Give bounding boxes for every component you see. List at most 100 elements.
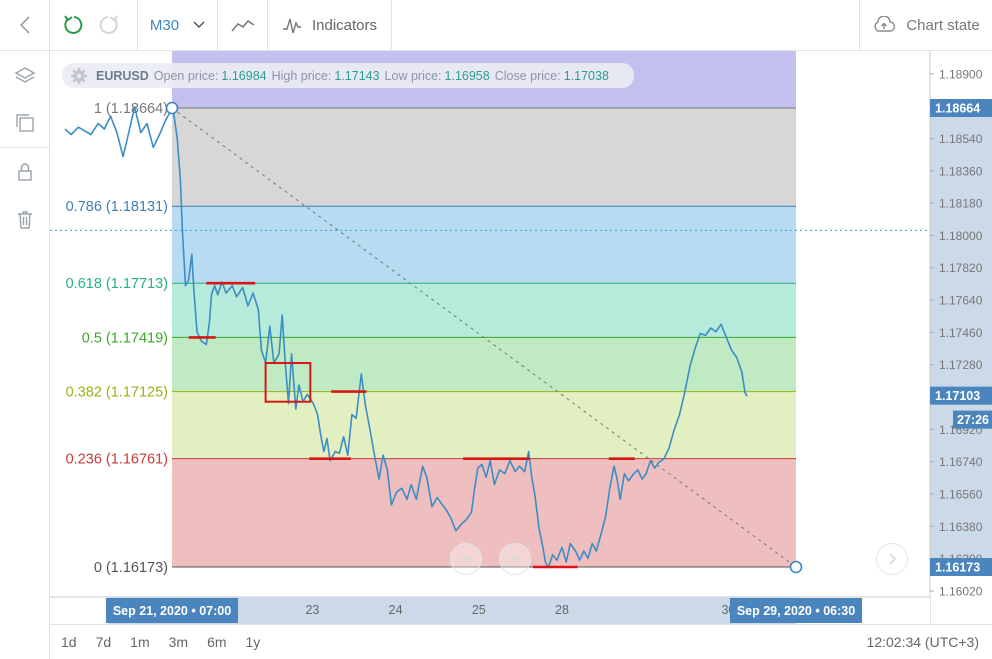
layers-button[interactable] bbox=[0, 51, 50, 99]
fib-level-label: 0 (1.16173) bbox=[94, 560, 168, 576]
left-sidebar bbox=[0, 51, 50, 659]
fib-zone bbox=[172, 337, 796, 392]
price-series-line bbox=[64, 106, 748, 569]
axis-badge-fib-high: 1.18664 bbox=[935, 102, 980, 116]
redo-icon[interactable] bbox=[98, 14, 120, 36]
refresh-icon[interactable] bbox=[62, 14, 84, 36]
period-1d[interactable]: 1d bbox=[61, 634, 77, 650]
back-button[interactable] bbox=[0, 0, 50, 50]
zoom-out-button[interactable] bbox=[450, 543, 482, 575]
price-axis-label: 1.18540 bbox=[939, 132, 983, 146]
legend-open-label: Open price: bbox=[153, 68, 219, 83]
top-toolbar: M30 Indicators Chart state bbox=[0, 0, 992, 51]
fib-level-label: 0.5 (1.17419) bbox=[82, 330, 168, 346]
legend-high-label: High price: bbox=[271, 68, 332, 83]
axis-badge-fib-high-bg bbox=[930, 99, 992, 117]
sidebar-divider bbox=[0, 147, 50, 148]
plus-icon bbox=[510, 554, 520, 564]
fib-zone bbox=[172, 458, 796, 567]
period-6m[interactable]: 6m bbox=[207, 634, 227, 650]
time-axis-label: 24 bbox=[389, 603, 403, 617]
time-badge-start-bg bbox=[106, 598, 238, 623]
axis-badge-last-price: 1.17103 bbox=[935, 389, 980, 403]
price-axis-label: 1.18000 bbox=[939, 229, 983, 243]
period-bar: 1d 7d 1m 3m 6m 1y 12:02:34 (UTC+3) bbox=[50, 624, 992, 659]
fib-level-label: 0.382 (1.17125) bbox=[66, 385, 168, 401]
red-box-marker bbox=[264, 362, 312, 403]
price-axis-label: 1.17460 bbox=[939, 326, 983, 340]
zoom-in-button[interactable] bbox=[499, 543, 531, 575]
indicators-button[interactable]: Indicators bbox=[268, 0, 392, 50]
fib-level-label: 1 (1.18664) bbox=[94, 101, 168, 117]
legend-open-value: 1.16984 bbox=[221, 68, 267, 83]
timeframe-label: M30 bbox=[149, 16, 180, 34]
axis-badge-last-price-bg bbox=[930, 386, 992, 405]
countdown-badge: 27:26 bbox=[957, 413, 989, 427]
copy-icon bbox=[16, 114, 34, 132]
trend-line bbox=[171, 107, 797, 568]
indicators-icon bbox=[282, 18, 301, 34]
layers-icon bbox=[14, 67, 36, 83]
period-1y[interactable]: 1y bbox=[245, 634, 261, 650]
cloud-upload-icon bbox=[874, 16, 896, 32]
lock-button[interactable] bbox=[0, 148, 50, 196]
time-axis-label: 23 bbox=[305, 603, 319, 617]
clock-readout: 12:02:34 (UTC+3) bbox=[866, 634, 979, 650]
price-axis-label: 1.16020 bbox=[939, 585, 983, 599]
countdown-badge-bg bbox=[953, 410, 992, 429]
period-3m[interactable]: 3m bbox=[168, 634, 189, 650]
fib-level-label: 0.618 (1.17713) bbox=[66, 276, 168, 292]
gear-icon[interactable] bbox=[70, 67, 88, 85]
axis-badge-fib-low: 1.16173 bbox=[935, 561, 980, 575]
time-axis-label: 25 bbox=[472, 603, 486, 617]
lock-icon bbox=[18, 163, 32, 181]
timeframe-select[interactable]: M30 bbox=[138, 0, 218, 50]
minus-icon bbox=[461, 558, 471, 560]
fib-zone bbox=[172, 391, 796, 459]
time-badge-start: Sep 21, 2020 • 07:00 bbox=[113, 604, 231, 618]
fib-zone bbox=[172, 206, 796, 284]
price-axis-range-highlight bbox=[930, 108, 992, 567]
chevron-right-icon bbox=[889, 553, 897, 565]
fib-zone bbox=[172, 108, 796, 207]
price-axis-label: 1.18900 bbox=[939, 67, 983, 81]
line-chart-icon bbox=[230, 20, 254, 32]
legend-high-value: 1.17143 bbox=[334, 68, 380, 83]
price-axis-label: 1.18180 bbox=[939, 197, 983, 211]
legend-low-value: 1.16958 bbox=[444, 68, 490, 83]
price-axis-label: 1.17820 bbox=[939, 261, 983, 275]
legend-low-label: Low price: bbox=[384, 68, 442, 83]
chart-state-button[interactable]: Chart state bbox=[859, 0, 992, 50]
fib-handle-top bbox=[165, 101, 179, 115]
price-axis-label: 1.16380 bbox=[939, 520, 983, 534]
fib-zone bbox=[172, 283, 796, 338]
axis-badge-fib-low-bg bbox=[930, 558, 992, 576]
price-axis-label: 1.16740 bbox=[939, 455, 983, 469]
period-7d[interactable]: 7d bbox=[95, 634, 112, 650]
time-badge-end-bg bbox=[730, 598, 862, 623]
price-axis-label: 1.17280 bbox=[939, 358, 983, 372]
back-arrow-icon bbox=[19, 16, 30, 34]
time-badge-end: Sep 29, 2020 • 06:30 bbox=[737, 604, 855, 618]
price-axis-label: 1.16560 bbox=[939, 488, 983, 502]
ohlc-legend: EURUSD Open price: 1.16984 High price: 1… bbox=[62, 63, 634, 88]
copy-button[interactable] bbox=[0, 99, 50, 147]
price-chart[interactable]: 1 (1.18664) 0.786 (1.18131) 0.618 (1.17713… bbox=[50, 51, 992, 624]
fib-handle-bottom bbox=[789, 560, 803, 574]
period-1m[interactable]: 1m bbox=[130, 634, 150, 650]
delete-button[interactable] bbox=[0, 196, 50, 244]
indicators-label: Indicators bbox=[311, 16, 378, 34]
fib-level-label: 0.786 (1.18131) bbox=[66, 199, 168, 215]
undo-redo-group bbox=[50, 0, 138, 50]
legend-close-label: Close price: bbox=[494, 68, 561, 83]
time-axis-label: 28 bbox=[555, 603, 569, 617]
chart-state-label: Chart state bbox=[906, 16, 980, 34]
price-axis-label: 1.18360 bbox=[939, 164, 983, 178]
scroll-right-button[interactable] bbox=[876, 543, 908, 575]
chevron-down-icon bbox=[193, 21, 205, 29]
chart-type-button[interactable] bbox=[218, 0, 268, 50]
trash-icon bbox=[18, 211, 32, 229]
legend-close-value: 1.17038 bbox=[563, 68, 609, 83]
fib-level-label: 0.236 (1.16761) bbox=[66, 452, 168, 468]
price-axis-label: 1.17640 bbox=[939, 294, 983, 308]
